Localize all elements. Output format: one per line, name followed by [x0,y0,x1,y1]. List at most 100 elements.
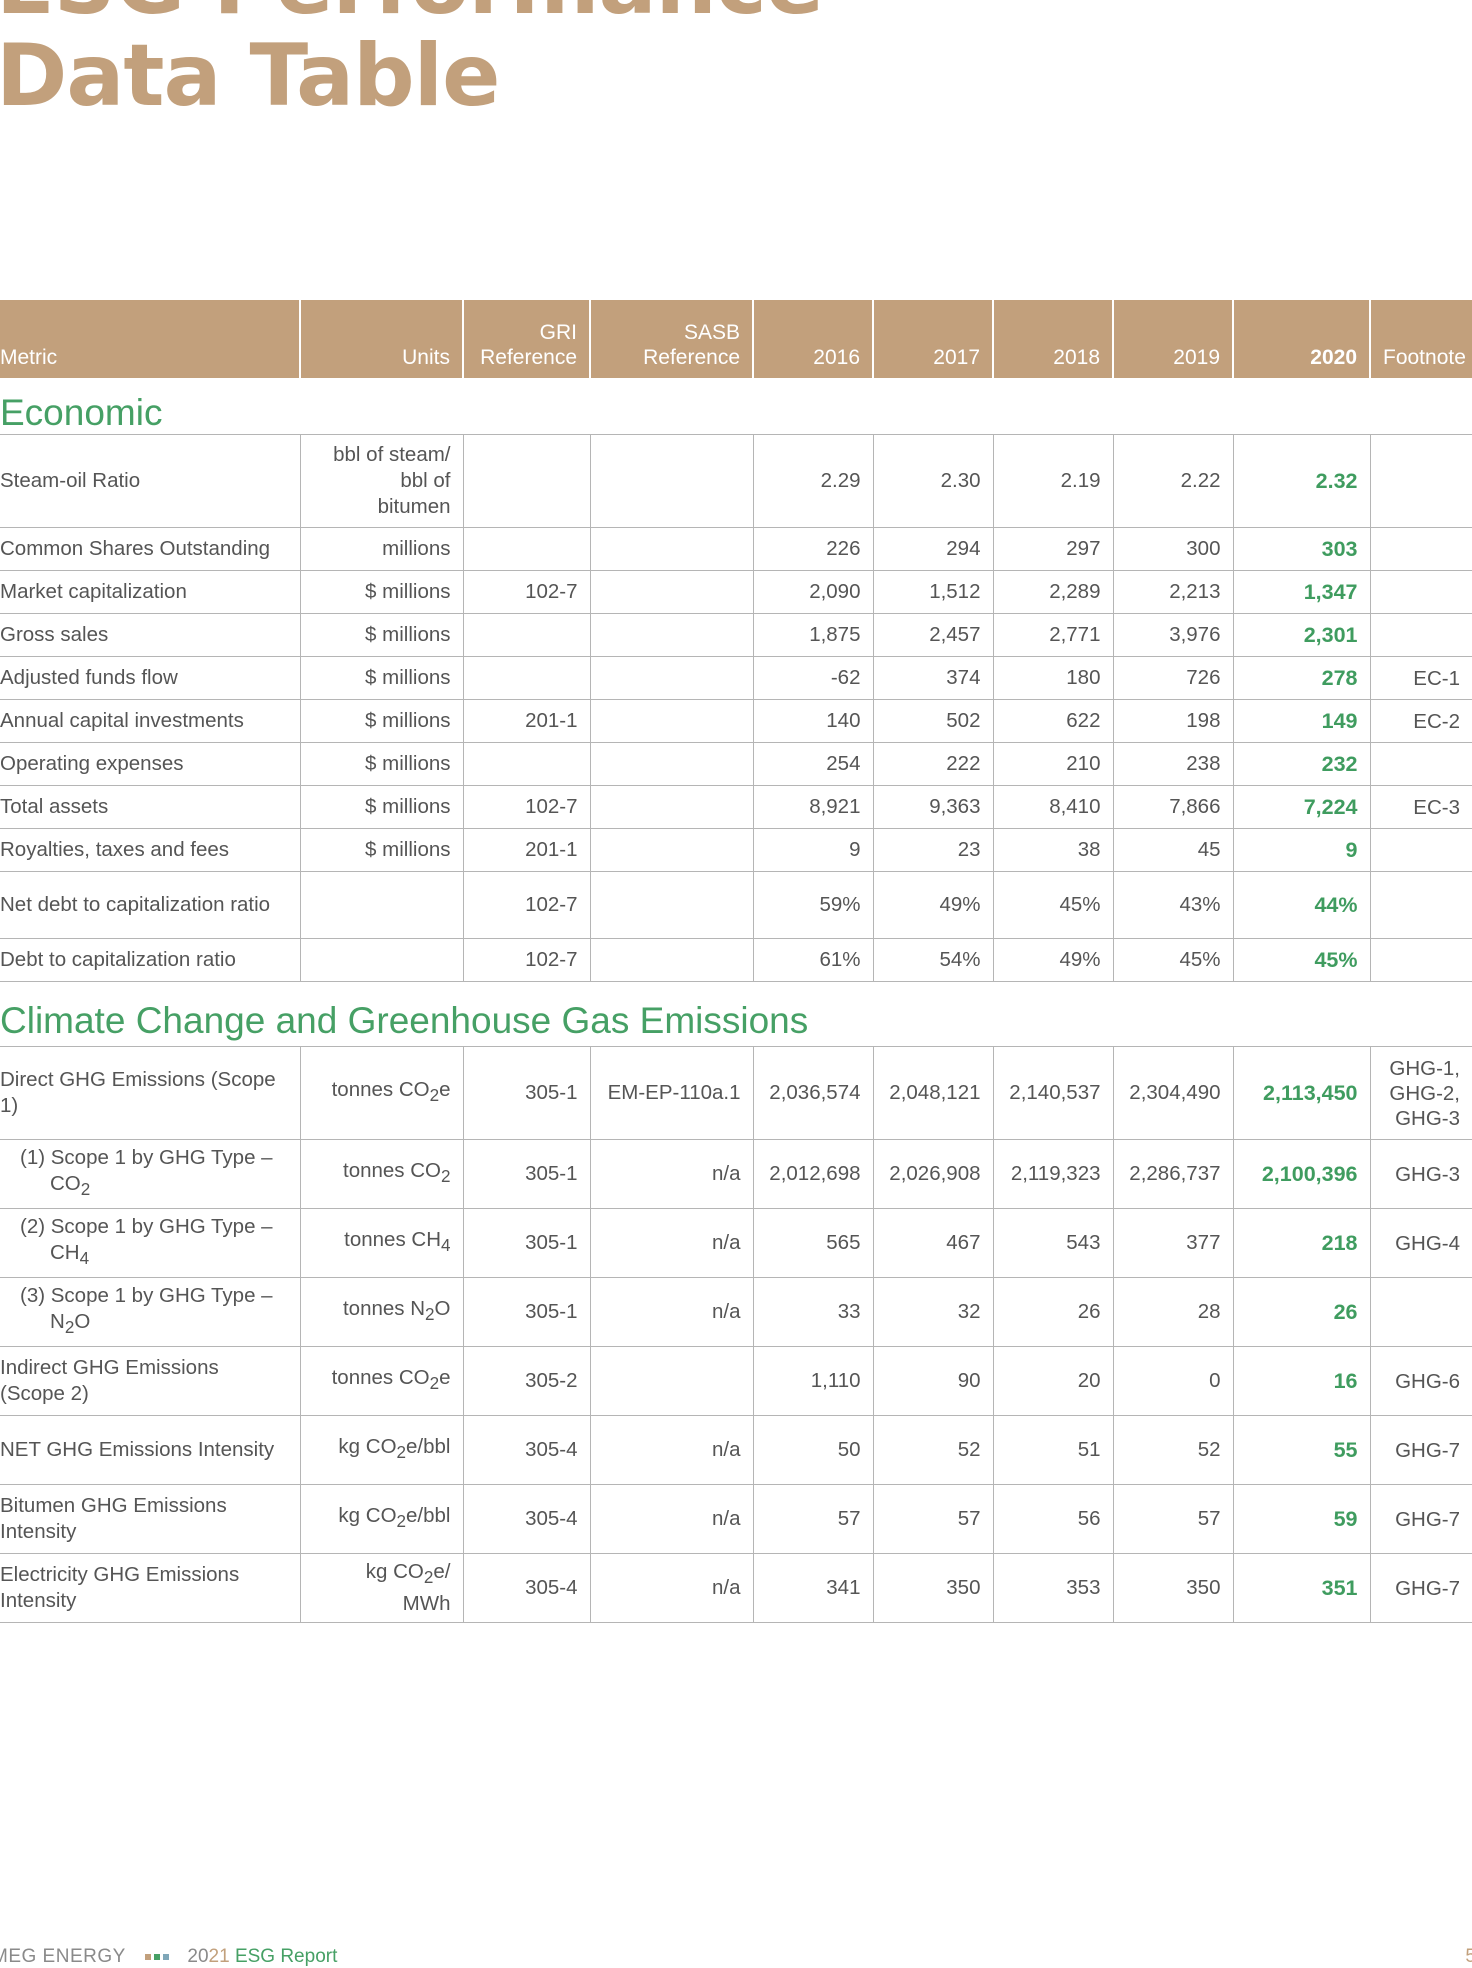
metric-cell: Indirect GHG Emissions (Scope 2) [0,1346,300,1416]
value-2018-cell: 2,140,537 [992,1046,1113,1140]
sasb-cell [589,613,753,657]
section-heading-row: Climate Change and Greenhouse Gas Emissi… [0,982,1472,1047]
section-heading-climate: Climate Change and Greenhouse Gas Emissi… [0,1000,809,1041]
units-cell: $ millions [299,699,463,743]
table-row: Indirect GHG Emissions (Scope 2) tonnes … [0,1346,1472,1416]
units-cell: tonnes CH4 [299,1208,463,1278]
value-2017-cell: 2,048,121 [872,1046,993,1140]
table-row: (2) Scope 1 by GHG Type – CH4 tonnes CH4 … [0,1208,1472,1278]
value-2016-cell: 33 [752,1277,873,1347]
sasb-cell [589,656,753,700]
metric-cell: (1) Scope 1 by GHG Type – CO2 [0,1139,300,1209]
value-2019-cell: 45% [1112,938,1233,982]
gri-cell: 201-1 [462,699,590,743]
units-cell: $ millions [299,613,463,657]
footnote-cell [1369,613,1472,657]
value-2017-cell: 467 [872,1208,993,1278]
value-2018-cell: 180 [992,656,1113,700]
units-cell: tonnes CO2e [299,1046,463,1140]
value-2017-cell: 222 [872,742,993,786]
metric-cell: Annual capital investments [0,699,300,743]
footnote-cell [1369,1277,1472,1347]
table-row: Royalties, taxes and fees $ millions 201… [0,828,1472,872]
value-2017-cell: 57 [872,1484,993,1554]
value-2016-cell: 2,012,698 [752,1139,873,1209]
gri-cell: 305-1 [462,1208,590,1278]
header-footnote: Footnote [1369,300,1472,378]
value-2020-cell: 7,224 [1232,785,1370,829]
sasb-cell: n/a [589,1208,753,1278]
metric-cell: Market capitalization [0,570,300,614]
units-cell: $ millions [299,570,463,614]
gri-cell [462,434,590,528]
value-2016-cell: 2,036,574 [752,1046,873,1140]
metric-cell: (2) Scope 1 by GHG Type – CH4 [0,1208,300,1278]
table-row: Net debt to capitalization ratio 102-7 5… [0,871,1472,939]
value-2018-cell: 8,410 [992,785,1113,829]
value-2019-cell: 2.22 [1112,434,1233,528]
value-2018-cell: 2,771 [992,613,1113,657]
gri-cell: 201-1 [462,828,590,872]
sasb-cell [589,434,753,528]
value-2017-cell: 32 [872,1277,993,1347]
units-cell [299,871,463,939]
value-2018-cell: 45% [992,871,1113,939]
value-2020-cell: 351 [1232,1553,1370,1623]
header-units: Units [299,300,463,378]
table-row: (3) Scope 1 by GHG Type – N2O tonnes N2O … [0,1277,1472,1347]
footnote-cell: EC-3 [1369,785,1472,829]
gri-cell [462,527,590,571]
footnote-cell [1369,828,1472,872]
value-2019-cell: 43% [1112,871,1233,939]
footnote-cell: GHG-6 [1369,1346,1472,1416]
metric-cell: Common Shares Outstanding [0,527,300,571]
metric-cell: Debt to capitalization ratio [0,938,300,982]
sasb-cell: n/a [589,1553,753,1623]
table-row: Adjusted funds flow $ millions -62 374 1… [0,656,1472,700]
value-2016-cell: 2,090 [752,570,873,614]
value-2019-cell: 28 [1112,1277,1233,1347]
footnote-cell [1369,570,1472,614]
footnote-cell: GHG-7 [1369,1415,1472,1485]
page-number: 5 [1465,1946,1472,1967]
header-2020: 2020 [1232,300,1370,378]
table-row: Debt to capitalization ratio 102-7 61% 5… [0,938,1472,982]
section-heading-row: Economic [0,378,1472,435]
value-2019-cell: 0 [1112,1346,1233,1416]
value-2016-cell: 2.29 [752,434,873,528]
gri-cell: 305-2 [462,1346,590,1416]
value-2017-cell: 54% [872,938,993,982]
units-cell [299,938,463,982]
metric-cell: Electricity GHG Emissions Intensity [0,1553,300,1623]
value-2017-cell: 374 [872,656,993,700]
value-2016-cell: -62 [752,656,873,700]
gri-cell: 102-7 [462,871,590,939]
units-cell: $ millions [299,656,463,700]
value-2019-cell: 238 [1112,742,1233,786]
value-2017-cell: 294 [872,527,993,571]
value-2019-cell: 2,304,490 [1112,1046,1233,1140]
header-2019: 2019 [1112,300,1233,378]
page-title: ESG Performance Data Table [0,0,824,122]
value-2018-cell: 2,289 [992,570,1113,614]
gri-cell: 102-7 [462,570,590,614]
footnote-cell: EC-1 [1369,656,1472,700]
value-2019-cell: 3,976 [1112,613,1233,657]
value-2016-cell: 61% [752,938,873,982]
gri-cell: 305-4 [462,1484,590,1554]
value-2020-cell: 26 [1232,1277,1370,1347]
metric-cell: Net debt to capitalization ratio [0,871,300,939]
value-2019-cell: 377 [1112,1208,1233,1278]
gri-cell: 305-4 [462,1553,590,1623]
gri-cell: 305-4 [462,1415,590,1485]
value-2019-cell: 7,866 [1112,785,1233,829]
sasb-cell [589,570,753,614]
esg-data-table: Metric Units GRI Reference SASB Reference … [0,300,1472,1623]
metric-cell: Royalties, taxes and fees [0,828,300,872]
header-2017: 2017 [872,300,993,378]
value-2018-cell: 20 [992,1346,1113,1416]
page-title-line-2: Data Table [0,26,500,126]
header-2016: 2016 [752,300,873,378]
units-cell: kg CO2e/ MWh [299,1553,463,1623]
metric-cell: (3) Scope 1 by GHG Type – N2O [0,1277,300,1347]
